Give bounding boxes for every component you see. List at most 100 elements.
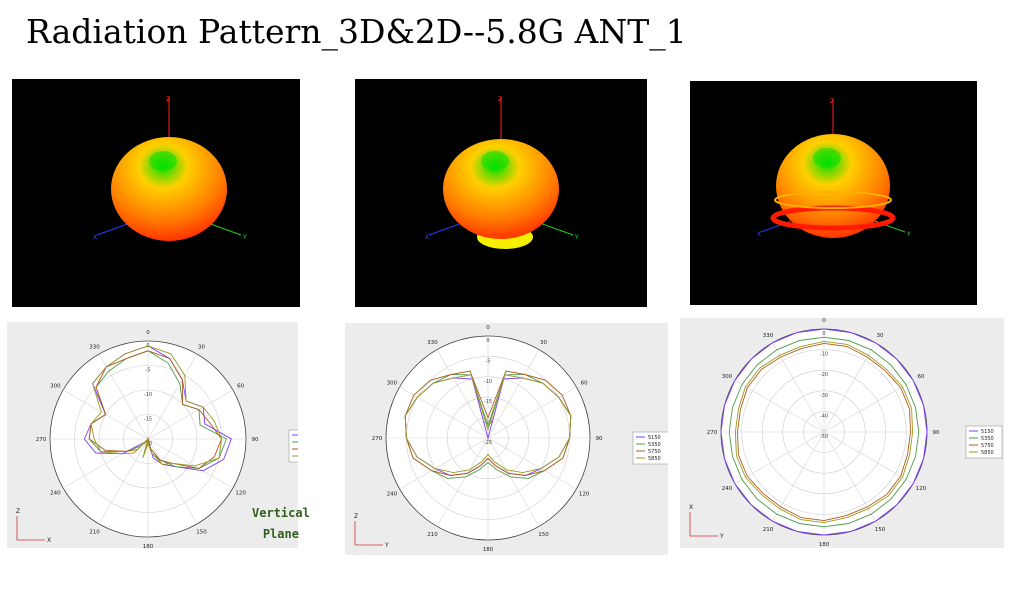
radial-tick-label: 0 xyxy=(486,338,489,344)
angle-tick-label: 330 xyxy=(89,344,100,350)
corner-axis-label-horizontal: X xyxy=(47,537,51,544)
polar-spoke xyxy=(399,437,489,490)
legend-entry: 5850 xyxy=(981,450,994,456)
polar-spoke xyxy=(772,431,825,522)
radial-tick-label: -30 xyxy=(820,393,828,399)
radial-tick-label: -10 xyxy=(820,352,828,358)
angle-tick-label: 30 xyxy=(198,344,205,350)
angle-tick-label: 330 xyxy=(427,340,438,346)
polar-series-5750 xyxy=(737,342,911,522)
polar-spoke xyxy=(823,431,914,484)
x-axis-label: X xyxy=(425,234,429,241)
radial-tick-label: -20 xyxy=(484,420,492,426)
radial-tick-label: -10 xyxy=(144,392,152,398)
vertical-plane-annotation: Vertical Plane xyxy=(252,503,310,545)
polar-spoke xyxy=(487,349,540,439)
angle-tick-label: 300 xyxy=(722,374,733,380)
radial-tick-label: -5 xyxy=(146,368,151,374)
page-title: Radiation Pattern_3D&2D--5.8G ANT_1 xyxy=(26,12,687,51)
angle-tick-label: 90 xyxy=(596,436,603,442)
angle-tick-label: 150 xyxy=(875,527,886,533)
angle-tick-label: 90 xyxy=(252,437,259,443)
y-axis-label: Y xyxy=(242,234,247,241)
main-lobe xyxy=(776,134,890,238)
z-axis-label: Z xyxy=(166,96,170,103)
legend-entry: 5150 xyxy=(648,435,661,441)
y-axis-label: Y xyxy=(574,234,579,241)
angle-tick-label: 300 xyxy=(50,384,61,390)
polar-spoke xyxy=(98,438,149,525)
annotation-line-2: Plane xyxy=(262,527,299,541)
polar-spoke xyxy=(147,438,234,489)
polar-spoke xyxy=(823,431,876,522)
corner-axis-label-vertical: Z xyxy=(354,513,358,520)
angle-tick-label: 120 xyxy=(916,486,927,492)
lobe-highlight xyxy=(481,151,509,171)
corner-axis-label-horizontal: Y xyxy=(719,533,724,540)
polar-spoke xyxy=(147,353,198,440)
angle-tick-label: 150 xyxy=(538,532,549,538)
polar-series-5150 xyxy=(720,328,928,536)
radial-tick-label: 0 xyxy=(822,331,825,337)
radiation-3d-view-3: Z X Y xyxy=(690,81,977,305)
angle-tick-label: 60 xyxy=(917,374,924,380)
radial-tick-label: -50 xyxy=(820,434,828,440)
polar-spoke xyxy=(436,437,489,527)
radial-tick-label: -5 xyxy=(486,358,491,364)
angle-tick-label: 120 xyxy=(579,492,590,498)
z-axis-label: Z xyxy=(830,98,834,105)
polar-spoke xyxy=(147,438,198,525)
radial-tick-label: -20 xyxy=(820,372,828,378)
radiation-3d-svg-2: Z X Y xyxy=(425,96,579,249)
legend-entry: 5750 xyxy=(648,449,661,455)
legend-entry: 5350 xyxy=(981,436,994,442)
legend-entry: 5850 xyxy=(648,456,661,462)
angle-tick-label: 270 xyxy=(707,430,718,436)
angle-tick-label: 330 xyxy=(763,333,774,339)
polar-series-5850 xyxy=(404,374,572,474)
x-axis-label: X xyxy=(757,231,761,238)
angle-tick-label: 210 xyxy=(763,527,774,533)
polar-chart-2: 0 30 60 90 120 150 180 210 240 270 300 330 0 -5 -10 -15… xyxy=(345,323,668,555)
radial-tick-label: -15 xyxy=(484,399,492,405)
corner-axis-label-horizontal: Y xyxy=(384,542,389,549)
legend-entry: 5150 xyxy=(981,429,994,435)
radiation-3d-view-2: Z X Y xyxy=(355,79,647,307)
radial-tick-label: -10 xyxy=(484,379,492,385)
angle-tick-label: 0 xyxy=(822,318,826,324)
z-axis-label: Z xyxy=(498,96,502,103)
polar-series-5350 xyxy=(728,336,920,528)
angle-tick-label: 180 xyxy=(143,544,154,548)
y-axis-label: Y xyxy=(906,231,911,238)
polar-spoke xyxy=(436,349,489,439)
polar-spoke xyxy=(823,380,914,433)
angle-tick-label: 0 xyxy=(146,330,150,336)
angle-tick-label: 180 xyxy=(483,547,494,553)
angle-tick-label: 240 xyxy=(387,492,398,498)
polar-chart-3: 0 30 60 90 120 150 180 210 240 270 300 330 0 -10 -20 -3… xyxy=(680,318,1004,548)
polar-spoke xyxy=(734,380,825,433)
polar-spoke xyxy=(487,386,577,439)
legend-box xyxy=(288,429,298,463)
polar-spoke xyxy=(487,437,540,527)
polar-spoke xyxy=(62,438,149,489)
x-axis-label: X xyxy=(93,234,97,241)
polar-chart-1: 0 30 60 90 120 150 180 210 240 270 300 330 0 -5 -10 -15… xyxy=(7,322,298,548)
polar-spoke xyxy=(147,389,234,440)
legend-entry: 5750 xyxy=(981,443,994,449)
angle-tick-label: 270 xyxy=(36,437,47,443)
angle-tick-label: 30 xyxy=(540,340,547,346)
radial-tick-label: -40 xyxy=(820,413,828,419)
angle-tick-label: 240 xyxy=(722,486,733,492)
angle-tick-label: 60 xyxy=(237,384,244,390)
polar-series-5850 xyxy=(90,345,222,467)
radiation-3d-view-1: Z X Y xyxy=(12,79,300,307)
lobe-highlight xyxy=(149,151,177,171)
polar-svg-3: 0 30 60 90 120 150 180 210 240 270 300 330 0 -10 -20 -3… xyxy=(689,318,1003,548)
angle-tick-label: 150 xyxy=(196,530,207,536)
polar-svg-2: 0 30 60 90 120 150 180 210 240 270 300 330 0 -5 -10 -15… xyxy=(354,325,668,553)
radiation-3d-svg-1: Z X Y xyxy=(93,96,247,241)
angle-tick-label: 180 xyxy=(819,542,830,548)
angle-tick-label: 90 xyxy=(933,430,940,436)
